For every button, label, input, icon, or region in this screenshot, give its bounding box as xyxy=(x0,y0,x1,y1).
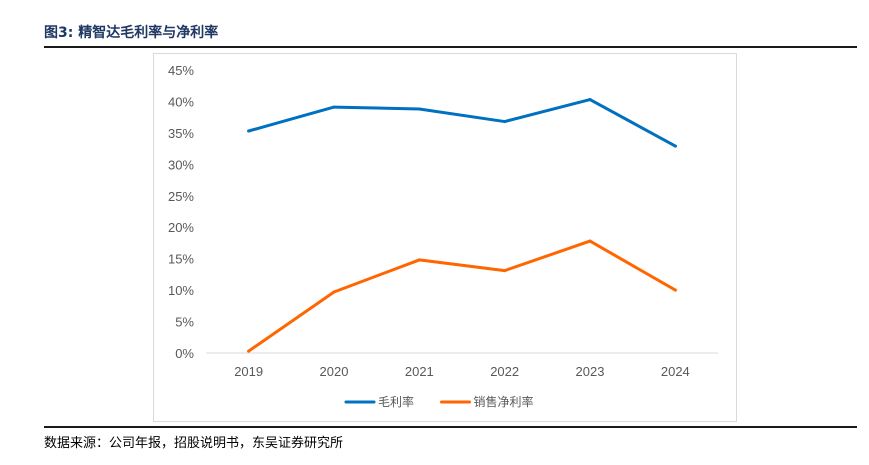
series-line-net-margin xyxy=(247,239,677,353)
x-tick-label: 2020 xyxy=(320,364,349,379)
data-point xyxy=(588,239,592,243)
data-point xyxy=(588,98,592,102)
data-point xyxy=(247,129,251,133)
title-rule xyxy=(44,46,857,48)
data-point xyxy=(673,288,677,292)
y-tick-label: 45% xyxy=(168,63,194,78)
y-tick-label: 20% xyxy=(168,220,194,235)
y-tick-label: 10% xyxy=(168,283,194,298)
data-point xyxy=(332,290,336,294)
x-tick-label: 2023 xyxy=(576,364,605,379)
x-tick-label: 2021 xyxy=(405,364,434,379)
legend: 毛利率 销售净利率 xyxy=(344,394,534,409)
y-tick-label: 30% xyxy=(168,157,194,172)
data-point xyxy=(417,258,421,262)
x-tick-label: 2024 xyxy=(661,364,690,379)
source-note: 数据来源：公司年报，招股说明书，东吴证券研究所 xyxy=(44,436,344,451)
y-axis-ticks: 0% 5% 10% 15% 20% 25% 30% 35% 40% 45% xyxy=(168,63,194,361)
y-tick-label: 5% xyxy=(175,315,194,330)
source-rule xyxy=(44,426,857,428)
y-tick-label: 35% xyxy=(168,126,194,141)
data-point xyxy=(503,120,507,124)
y-tick-label: 15% xyxy=(168,252,194,267)
series-lines xyxy=(247,98,677,353)
series-line-gross-margin xyxy=(247,98,677,148)
data-point xyxy=(673,144,677,148)
figure-title: 图3: 精智达毛利率与净利率 xyxy=(44,25,219,41)
data-point xyxy=(332,105,336,109)
data-point xyxy=(417,107,421,111)
x-axis-ticks: 2019 2020 2021 2022 2023 2024 xyxy=(234,364,690,379)
chart-frame xyxy=(153,53,737,422)
x-tick-label: 2022 xyxy=(490,364,519,379)
legend-label: 毛利率 xyxy=(378,394,414,409)
legend-label: 销售净利率 xyxy=(474,394,534,409)
y-tick-label: 40% xyxy=(168,94,194,109)
data-point xyxy=(247,349,251,353)
y-tick-label: 0% xyxy=(175,346,194,361)
y-tick-label: 25% xyxy=(168,189,194,204)
data-point xyxy=(503,269,507,273)
x-tick-label: 2019 xyxy=(234,364,263,379)
